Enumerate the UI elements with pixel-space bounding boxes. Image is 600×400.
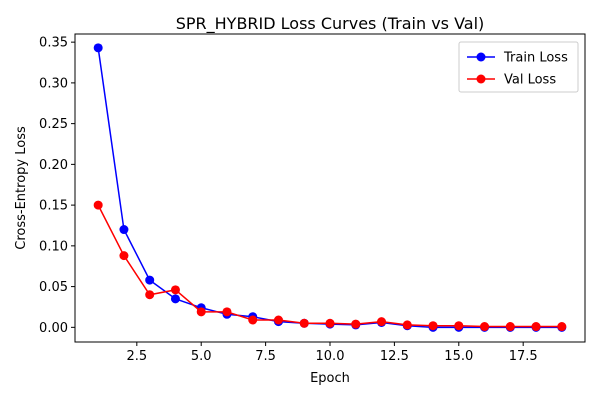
train-loss-point — [93, 43, 103, 53]
legend-marker — [476, 74, 486, 84]
x-tick-label: 15.0 — [444, 349, 473, 364]
y-tick-label: 0.00 — [39, 321, 68, 336]
val-loss-point — [377, 317, 387, 327]
x-tick-label: 2.5 — [126, 349, 147, 364]
x-axis-label: Epoch — [310, 371, 350, 386]
x-tick-label: 10.0 — [316, 349, 345, 364]
y-tick-label: 0.25 — [39, 117, 68, 132]
val-loss-point — [222, 307, 232, 317]
y-tick-label: 0.20 — [39, 158, 68, 173]
train-loss-point — [145, 275, 155, 285]
val-loss-point — [273, 315, 283, 325]
val-loss-point — [531, 322, 541, 332]
legend: Train Loss Val Loss — [458, 41, 579, 93]
val-loss-point — [454, 321, 464, 331]
y-tick-label: 0.05 — [39, 280, 68, 295]
x-axis-ticks: 2.5 5.0 7.5 10.0 12.5 15.0 17.5 — [126, 342, 538, 364]
val-loss-line — [97, 204, 562, 328]
y-tick-label: 0.15 — [39, 199, 68, 214]
val-loss-point — [299, 318, 309, 328]
train-loss-point — [119, 225, 129, 235]
val-loss-point — [325, 318, 335, 328]
legend-item-train-loss: Train Loss — [467, 51, 568, 66]
val-loss-point — [351, 319, 361, 329]
val-loss-point — [119, 251, 129, 261]
val-loss-point — [196, 307, 206, 317]
legend-label: Val Loss — [504, 73, 556, 88]
y-tick-label: 0.30 — [39, 76, 68, 91]
val-loss-point — [93, 200, 103, 210]
y-axis-label: Cross-Entropy Loss — [14, 126, 29, 250]
val-loss-point — [145, 290, 155, 300]
val-loss-point — [505, 322, 515, 332]
y-tick-label: 0.35 — [39, 36, 68, 51]
train-loss-point — [170, 294, 180, 304]
series-layer — [93, 43, 567, 332]
val-loss-point — [557, 322, 567, 332]
chart-title: SPR_HYBRID Loss Curves (Train vs Val) — [176, 14, 485, 34]
x-tick-label: 5.0 — [191, 349, 212, 364]
val-loss-point — [428, 321, 438, 331]
val-loss-point — [248, 315, 258, 325]
series-val-loss — [93, 200, 567, 332]
x-tick-label: 17.5 — [509, 349, 538, 364]
x-tick-label: 12.5 — [380, 349, 409, 364]
legend-item-val-loss: Val Loss — [467, 73, 556, 88]
x-tick-label: 7.5 — [255, 349, 276, 364]
val-loss-point — [480, 322, 490, 332]
legend-label: Train Loss — [503, 51, 568, 66]
y-tick-label: 0.10 — [39, 239, 68, 254]
val-loss-point — [402, 320, 412, 330]
y-axis-ticks: 0.00 0.05 0.10 0.15 0.20 0.25 0.30 0.35 — [39, 36, 75, 336]
legend-marker — [476, 52, 486, 62]
val-loss-point — [170, 285, 180, 295]
